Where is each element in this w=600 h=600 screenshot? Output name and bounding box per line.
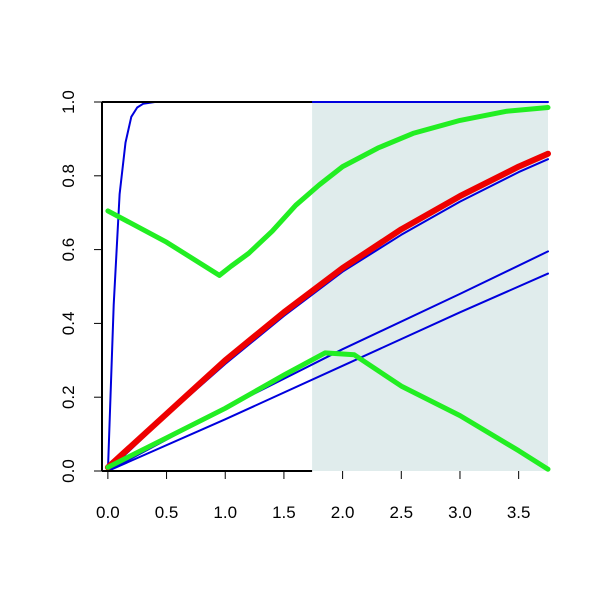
y-tick-label: 0.0: [59, 459, 78, 483]
y-tick-label: 0.6: [59, 238, 78, 262]
x-tick-label: 1.5: [272, 503, 296, 522]
shaded-region-layer: [312, 102, 548, 471]
x-tick-label: 2.5: [389, 503, 413, 522]
x-axis: 0.0 0.5 1.0 1.5 2.0 2.5 3.0 3.5: [96, 471, 530, 522]
series-layer: [104, 101, 551, 472]
series-line-4: [106, 272, 549, 472]
x-tick-label: 0.5: [155, 503, 179, 522]
x-tick-label: 0.0: [96, 503, 120, 522]
x-tick-label: 3.0: [448, 503, 472, 522]
x-tick-label: 1.0: [213, 503, 237, 522]
x-tick-label: 3.5: [507, 503, 531, 522]
series-line-7: [105, 350, 551, 472]
y-axis: 0.0 0.2 0.4 0.6 0.8 1.0: [59, 90, 102, 483]
x-tick-label: 2.0: [331, 503, 355, 522]
series-line-6: [105, 105, 551, 278]
y-tick-label: 0.2: [59, 385, 78, 409]
series-line-5: [104, 150, 551, 471]
y-tick-label: 0.4: [59, 312, 78, 336]
y-tick-label: 1.0: [59, 90, 78, 114]
shaded-region: [312, 102, 548, 471]
axes-frame-layer: [101, 101, 313, 472]
y-tick-label: 0.8: [59, 164, 78, 188]
